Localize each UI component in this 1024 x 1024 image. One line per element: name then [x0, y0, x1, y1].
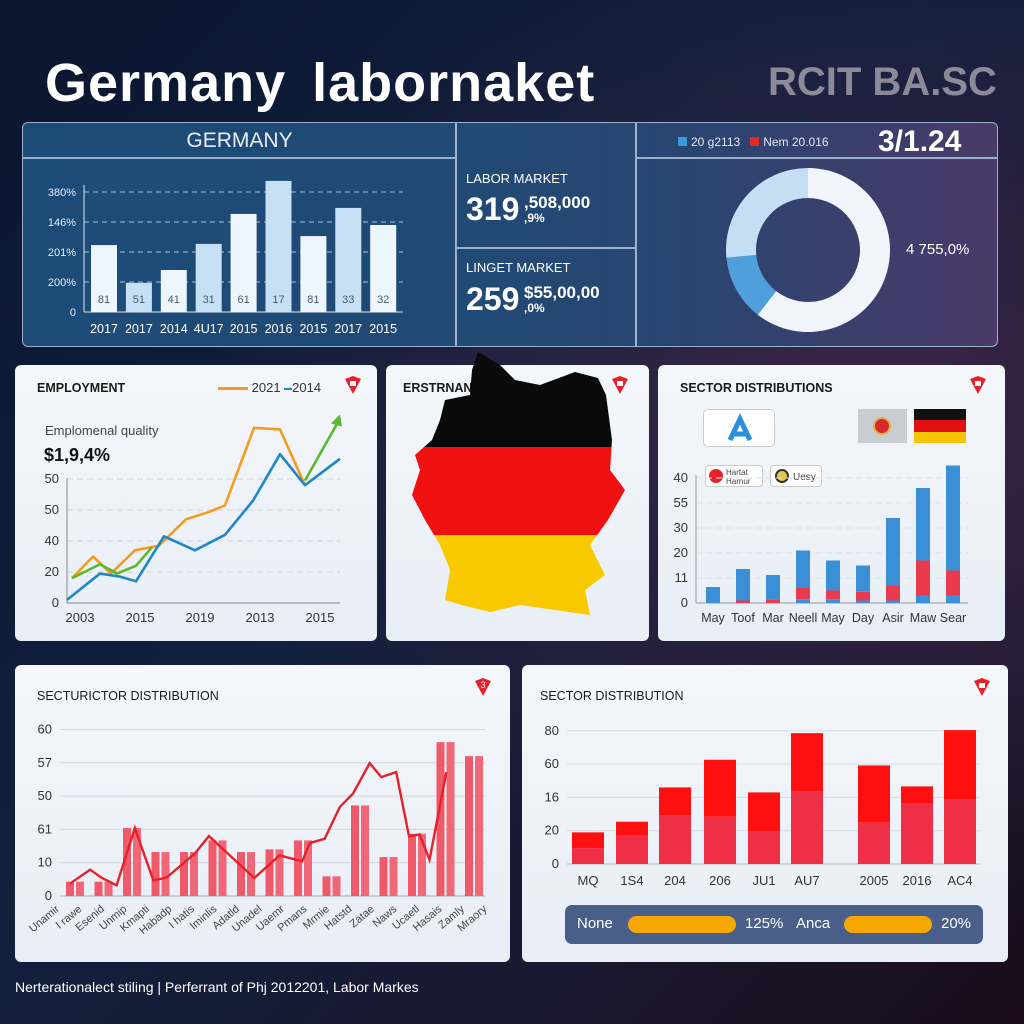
progress-label: Anca — [796, 915, 831, 932]
legend-label: Hartat Harnur — [726, 468, 751, 486]
kpi-value: $1,9,4% — [44, 445, 111, 465]
progress-bar-none — [628, 916, 736, 933]
sector-stacked-card: SECTOR DISTRIBUTION None 125% Anca 20% — [522, 665, 1008, 962]
subtitle: Emplomenal quality — [45, 423, 159, 438]
divider — [23, 157, 455, 159]
legend-swatch — [284, 387, 293, 390]
stat-sub: ,9% — [524, 211, 545, 225]
progress-value: 125% — [745, 915, 784, 932]
stat-sub: ,0% — [524, 301, 545, 315]
stat-sup: ,508,000 — [524, 193, 591, 212]
progress-strip: None 125% Anca 20% — [565, 905, 983, 944]
shield-icon[interactable] — [610, 375, 630, 395]
card-title: ERSTRNAN — [403, 381, 473, 395]
card-title: SECTOR DISTRIBUTION — [540, 689, 684, 703]
chart-title: GERMANY — [186, 129, 293, 152]
germany-overview-panel: GERMANY LABOR MARKET 319 ,508,000 ,9% LI… — [22, 122, 998, 347]
shield-icon[interactable] — [972, 677, 992, 697]
page-title: Germany labornaket — [45, 53, 596, 113]
seal-icon — [858, 409, 907, 443]
legend-label: Uesy — [793, 472, 816, 483]
german-flag-icon — [914, 409, 966, 443]
legend-chip: Uesy — [770, 465, 822, 487]
legend-swatch — [678, 137, 687, 146]
legend-label: 2014 — [292, 380, 322, 395]
map-card: ERSTRNAN — [386, 365, 649, 641]
ratio-value: 3/1.24 — [878, 125, 962, 158]
shield-icon[interactable] — [343, 375, 363, 395]
line-legend: 2021 2014 — [218, 380, 321, 395]
stat-sup: $55,00,00 — [524, 283, 600, 302]
progress-value: 20% — [941, 915, 972, 932]
card-title: EMPLOYMENT — [37, 381, 126, 395]
a-logo-icon — [727, 413, 753, 442]
divider — [635, 123, 637, 346]
brand-logo — [703, 409, 775, 447]
divider — [635, 157, 997, 159]
stat-value: 319 — [466, 191, 520, 227]
sector-line-bar-card: SECTURICTOR DISTRIBUTION 3 — [15, 665, 510, 962]
svg-text:3: 3 — [480, 680, 485, 690]
donut-value-label: 4 755,0% — [906, 241, 970, 258]
stat-value: 259 — [466, 281, 520, 317]
stat-label: LABOR MARKET — [466, 171, 568, 186]
shield-icon[interactable]: 3 — [473, 677, 493, 697]
progress-bar-anca — [844, 916, 932, 933]
legend-label: 20 g2113 — [691, 135, 741, 149]
card-title: SECTURICTOR DISTRIBUTION — [37, 689, 219, 703]
stat-label: LINGET MARKET — [466, 260, 571, 275]
divider — [455, 247, 635, 249]
legend-label: 2021 — [251, 380, 281, 395]
shield-icon[interactable] — [968, 375, 988, 395]
legend-chip: Hartat Harnur — [705, 465, 763, 487]
donut-legend: 20 g2113 Nem 20.016 — [678, 135, 829, 149]
progress-label: None — [577, 915, 613, 932]
legend-swatch — [750, 137, 760, 146]
brand-logo-text: RCIT BA.SC — [768, 60, 997, 104]
card-title: SECTOR DISTRIBUTIONS — [680, 381, 833, 395]
divider — [455, 123, 457, 346]
footer-caption: Nerterationalect stiling | Perferrant of… — [15, 979, 419, 995]
legend-label: Nem 20.016 — [763, 135, 829, 149]
legend-swatch — [218, 387, 248, 391]
employment-card: EMPLOYMENT 2021 2014 Emplomenal quality … — [15, 365, 377, 641]
sector-card: SECTOR DISTRIBUTIONS Hartat Harnur Uesy — [658, 365, 1005, 641]
